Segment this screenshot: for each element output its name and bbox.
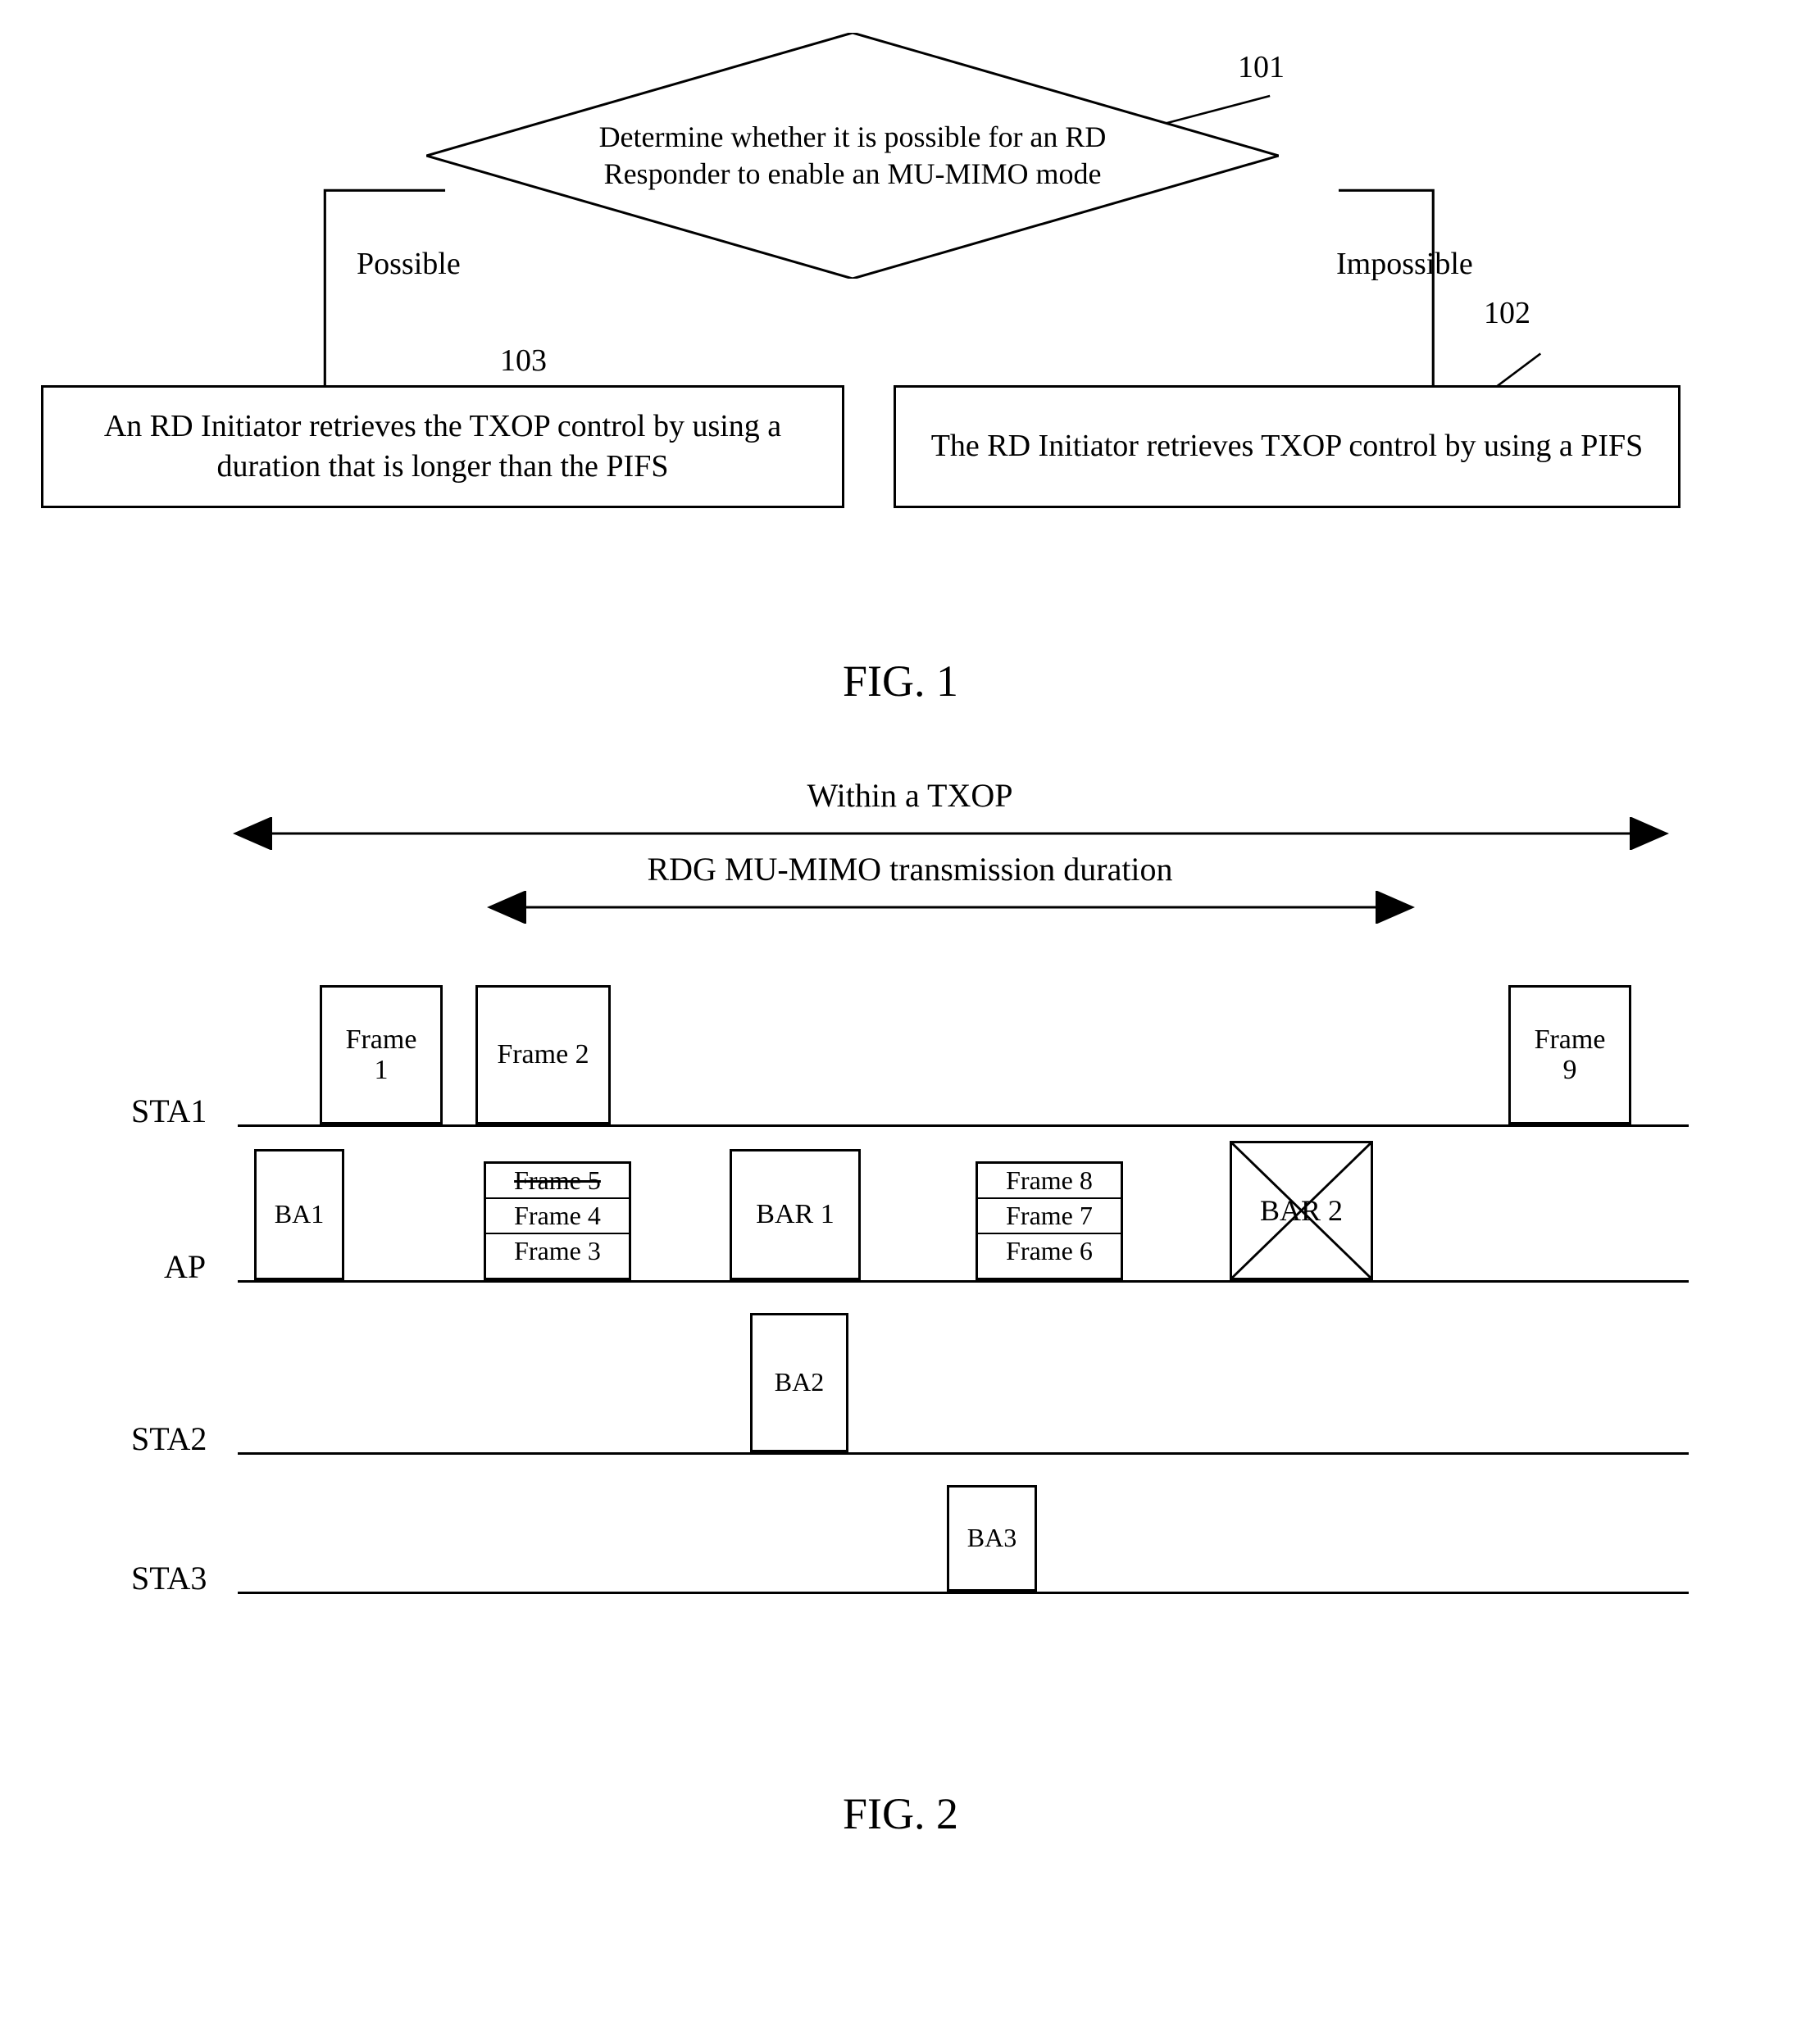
branch-impossible-label: Impossible (1336, 246, 1473, 282)
ba2-label: BA2 (775, 1368, 824, 1397)
stack-a-row-1: Frame 4 (486, 1199, 629, 1234)
bar-1: BAR 1 (730, 1149, 861, 1280)
ba3-label: BA3 (967, 1524, 1016, 1552)
lane-sta1: STA1 (131, 1092, 207, 1130)
rdg-arrow (131, 891, 1689, 924)
frame-stack-b: Frame 8 Frame 7 Frame 6 (976, 1161, 1123, 1280)
baseline-sta3 (238, 1592, 1689, 1594)
ba3: BA3 (947, 1485, 1037, 1592)
lane-sta2: STA2 (131, 1419, 207, 1458)
ref-102: 102 (1484, 295, 1530, 331)
ba2: BA2 (750, 1313, 848, 1452)
bar-2-crossed: BAR 2 (1230, 1141, 1373, 1280)
frame-9-label: Frame 9 (1535, 1024, 1606, 1086)
rdg-label: RDG MU-MIMO transmission duration (131, 850, 1689, 888)
frame-1-label: Frame 1 (346, 1024, 417, 1086)
frame-stack-a: Frame 5 Frame 4 Frame 3 (484, 1161, 631, 1280)
baseline-sta2 (238, 1452, 1689, 1455)
bar2-label: BAR 2 (1260, 1193, 1343, 1228)
decision-node: Determine whether it is possible for an … (426, 33, 1279, 279)
txop-label: Within a TXOP (131, 776, 1689, 815)
ref-101: 101 (1238, 49, 1285, 85)
baseline-sta1 (238, 1124, 1689, 1127)
baseline-ap (238, 1280, 1689, 1283)
branch-possible-label: Possible (357, 246, 461, 282)
frame-1: Frame 1 (320, 985, 443, 1124)
txop-arrow (131, 817, 1689, 850)
ref-103: 103 (500, 343, 547, 379)
ba1-label: BA1 (275, 1200, 324, 1229)
frame-2: Frame 2 (475, 985, 611, 1124)
fig1-flowchart: Determine whether it is possible for an … (33, 33, 1768, 623)
frame-2-label: Frame 2 (497, 1039, 589, 1070)
process-box-right: The RD Initiator retrieves TXOP control … (894, 385, 1680, 508)
process-box-left: An RD Initiator retrieves the TXOP contr… (41, 385, 844, 508)
decision-text: Determine whether it is possible for an … (426, 33, 1279, 279)
frame-9: Frame 9 (1508, 985, 1631, 1124)
fig2-caption: FIG. 2 (33, 1788, 1768, 1839)
stack-a-row-2: Frame 3 (486, 1234, 629, 1268)
stack-a-row-0: Frame 5 (486, 1164, 629, 1199)
stack-b-row-0: Frame 8 (978, 1164, 1121, 1199)
lane-ap: AP (164, 1247, 206, 1286)
fig2-timing-diagram: Within a TXOP RDG MU-MIMO transmission d… (33, 772, 1768, 1756)
lane-sta3: STA3 (131, 1559, 207, 1597)
stack-b-row-2: Frame 6 (978, 1234, 1121, 1268)
ba1: BA1 (254, 1149, 344, 1280)
stack-b-row-1: Frame 7 (978, 1199, 1121, 1234)
fig1-caption: FIG. 1 (33, 656, 1768, 706)
bar1-label: BAR 1 (756, 1199, 834, 1229)
